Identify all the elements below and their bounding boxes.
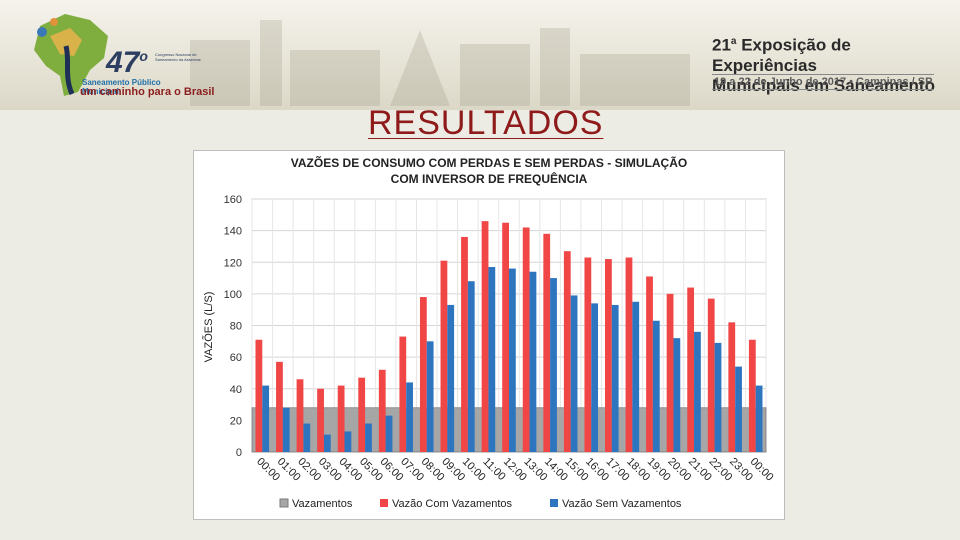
legend-vazao-sem-swatch [550, 499, 558, 507]
y-tick-label: 160 [224, 194, 242, 206]
bar-vazao-sem-vazamentos [365, 423, 372, 452]
congress-theme: Saneamento Público Municipal: [82, 78, 161, 96]
x-tick-label: 00:00 [748, 456, 776, 484]
bar-vazao-com-vazamentos [605, 259, 612, 452]
bar-vazao-com-vazamentos [707, 298, 715, 452]
bar-vazao-com-vazamentos [481, 221, 489, 452]
bar-vazao-com-vazamentos [358, 377, 366, 452]
y-tick-label: 100 [224, 289, 242, 301]
slide-heading: RESULTADOS [368, 104, 604, 142]
congress-tagline: um caminho para o Brasil [80, 86, 215, 98]
y-tick-label: 0 [236, 447, 242, 459]
bar-vazao-com-vazamentos [296, 379, 304, 452]
bar-vazao-com-vazamentos [543, 233, 551, 452]
bar-vazao-com-vazamentos [666, 293, 674, 452]
chart-title-line-1: VAZÕES DE CONSUMO COM PERDAS E SEM PERDA… [291, 155, 687, 170]
congress-name: Congresso Nacional de Saneamento da Asse… [155, 52, 201, 62]
bar-vazao-com-vazamentos [440, 260, 448, 452]
city-skyline-decoration [190, 20, 690, 106]
bar-vazao-sem-vazamentos [652, 320, 660, 452]
bar-vazao-sem-vazamentos [755, 385, 763, 452]
legend-vazamentos-swatch [279, 498, 289, 508]
bar-vazao-com-vazamentos [687, 287, 695, 452]
bar-vazao-sem-vazamentos [406, 382, 413, 452]
legend-vazao-com-swatch [380, 499, 388, 507]
y-tick-label: 60 [230, 352, 242, 364]
congress-logo: 47o Congresso Nacional de Saneamento da … [20, 6, 214, 104]
bar-vazao-sem-vazamentos [611, 304, 619, 452]
bar-vazao-com-vazamentos [646, 276, 653, 452]
bar-vazao-com-vazamentos [625, 257, 633, 452]
bar-vazao-sem-vazamentos [509, 268, 516, 452]
chart-container: VAZÕES DE CONSUMO COM PERDAS E SEM PERDA… [193, 150, 785, 520]
bar-vazao-sem-vazamentos [323, 434, 331, 452]
bar-vazao-sem-vazamentos [385, 415, 393, 452]
bar-vazao-com-vazamentos [584, 257, 592, 452]
bar-vazao-sem-vazamentos [570, 295, 578, 452]
header-banner: 47o Congresso Nacional de Saneamento da … [0, 0, 960, 110]
bar-vazao-sem-vazamentos [344, 431, 352, 452]
bar-vazao-com-vazamentos [337, 385, 345, 452]
bar-vazao-sem-vazamentos [529, 271, 537, 452]
bar-vazao-sem-vazamentos [262, 385, 270, 452]
bar-vazao-sem-vazamentos [447, 304, 455, 452]
bar-vazao-com-vazamentos [563, 251, 571, 452]
y-tick-label: 80 [230, 321, 242, 333]
bar-vazao-sem-vazamentos [714, 342, 722, 452]
bar-vazao-sem-vazamentos [303, 423, 311, 452]
bar-vazao-sem-vazamentos [467, 281, 475, 452]
bar-vazao-com-vazamentos [461, 236, 468, 452]
brazil-map-icon [34, 14, 108, 96]
bar-vazao-com-vazamentos [399, 336, 407, 452]
legend-vazao-com-label: Vazão Com Vazamentos [392, 498, 513, 510]
flow-chart: VAZÕES DE CONSUMO COM PERDAS E SEM PERDA… [202, 155, 776, 510]
bar-vazao-com-vazamentos [522, 227, 530, 452]
bar-vazao-sem-vazamentos [426, 341, 434, 452]
y-axis-label: VAZÕES (L/S) [202, 292, 215, 363]
bar-vazao-sem-vazamentos [282, 407, 290, 452]
bar-vazao-sem-vazamentos [550, 278, 557, 452]
bar-vazao-com-vazamentos [378, 369, 386, 452]
y-tick-label: 40 [230, 384, 242, 396]
bar-vazao-com-vazamentos [748, 339, 756, 452]
y-tick-label: 140 [224, 226, 242, 238]
bar-vazao-com-vazamentos [502, 222, 509, 452]
bar-vazao-com-vazamentos [276, 361, 283, 452]
y-tick-label: 20 [230, 415, 242, 427]
bar-vazao-com-vazamentos [728, 322, 736, 452]
bar-vazao-sem-vazamentos [632, 301, 640, 452]
bar-vazao-com-vazamentos [317, 388, 324, 452]
y-tick-label: 120 [224, 257, 242, 269]
event-date-location: 19 a 22 de Junho de 2017 • Campinas / SP [712, 74, 935, 90]
congress-number: 47o [106, 46, 148, 79]
bar-vazao-com-vazamentos [255, 339, 263, 452]
x-tick-label: 11:00 [480, 456, 507, 483]
legend-vazao-sem-label: Vazão Sem Vazamentos [562, 498, 682, 510]
bar-vazao-sem-vazamentos [591, 303, 599, 452]
chart-title-line-2: COM INVERSOR DE FREQUÊNCIA [391, 171, 588, 186]
bar-vazao-sem-vazamentos [673, 338, 681, 452]
bar-vazao-sem-vazamentos [735, 366, 742, 452]
bar-vazao-sem-vazamentos [694, 331, 701, 452]
bar-vazao-com-vazamentos [419, 297, 427, 452]
bar-vazao-sem-vazamentos [488, 266, 496, 452]
legend-vazamentos-label: Vazamentos [292, 498, 353, 510]
